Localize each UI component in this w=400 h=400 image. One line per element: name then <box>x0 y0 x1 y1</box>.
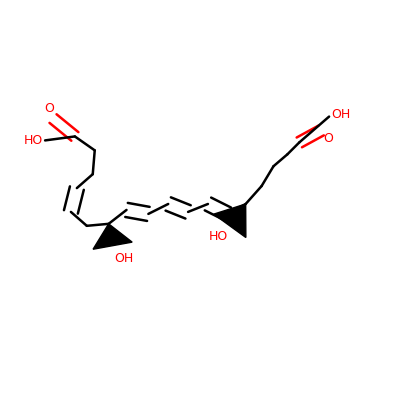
Text: OH: OH <box>114 252 134 265</box>
Text: O: O <box>44 102 54 114</box>
Text: HO: HO <box>24 134 43 147</box>
Text: HO: HO <box>208 230 228 243</box>
Text: O: O <box>323 132 333 146</box>
Text: OH: OH <box>331 108 350 121</box>
Polygon shape <box>93 224 132 249</box>
Polygon shape <box>214 204 246 238</box>
